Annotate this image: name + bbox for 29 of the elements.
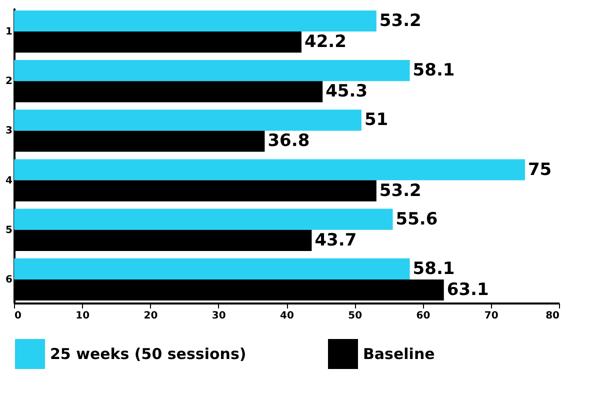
data-label: 63.1	[446, 280, 489, 300]
data-label: 36.8	[268, 131, 310, 152]
data-label: 53.2	[379, 180, 422, 201]
data-label: 42.2	[304, 32, 346, 52]
y-tick-label: 2	[6, 76, 13, 88]
data-label: 53.2	[379, 11, 422, 32]
x-tick-label: 0	[14, 310, 22, 322]
data-label: 58.1	[412, 258, 455, 279]
data-label: 51	[364, 110, 388, 130]
x-tick-label: 10	[76, 310, 90, 322]
y-tick-label: 1	[6, 26, 13, 38]
legend-label: Baseline	[363, 345, 435, 363]
legend-label: 25 weeks (50 sessions)	[50, 345, 246, 363]
x-tick-label: 40	[280, 310, 294, 322]
x-tick-label: 70	[484, 310, 498, 322]
data-label: 75	[528, 160, 552, 180]
y-tick-label: 5	[6, 224, 13, 236]
data-label: 58.1	[412, 60, 455, 81]
y-tick-label: 4	[6, 175, 13, 186]
x-tick-label: 60	[416, 310, 430, 322]
x-tick-label: 20	[144, 310, 158, 322]
y-tick-label: 6	[6, 274, 13, 286]
y-tick-label: 3	[6, 126, 13, 137]
data-label: 55.6	[396, 209, 438, 230]
data-label: 43.7	[314, 230, 357, 250]
x-tick-label: 50	[348, 310, 362, 322]
x-tick-label: 30	[212, 310, 226, 322]
data-label: 45.3	[326, 82, 368, 102]
x-tick-label: 80	[546, 310, 560, 322]
